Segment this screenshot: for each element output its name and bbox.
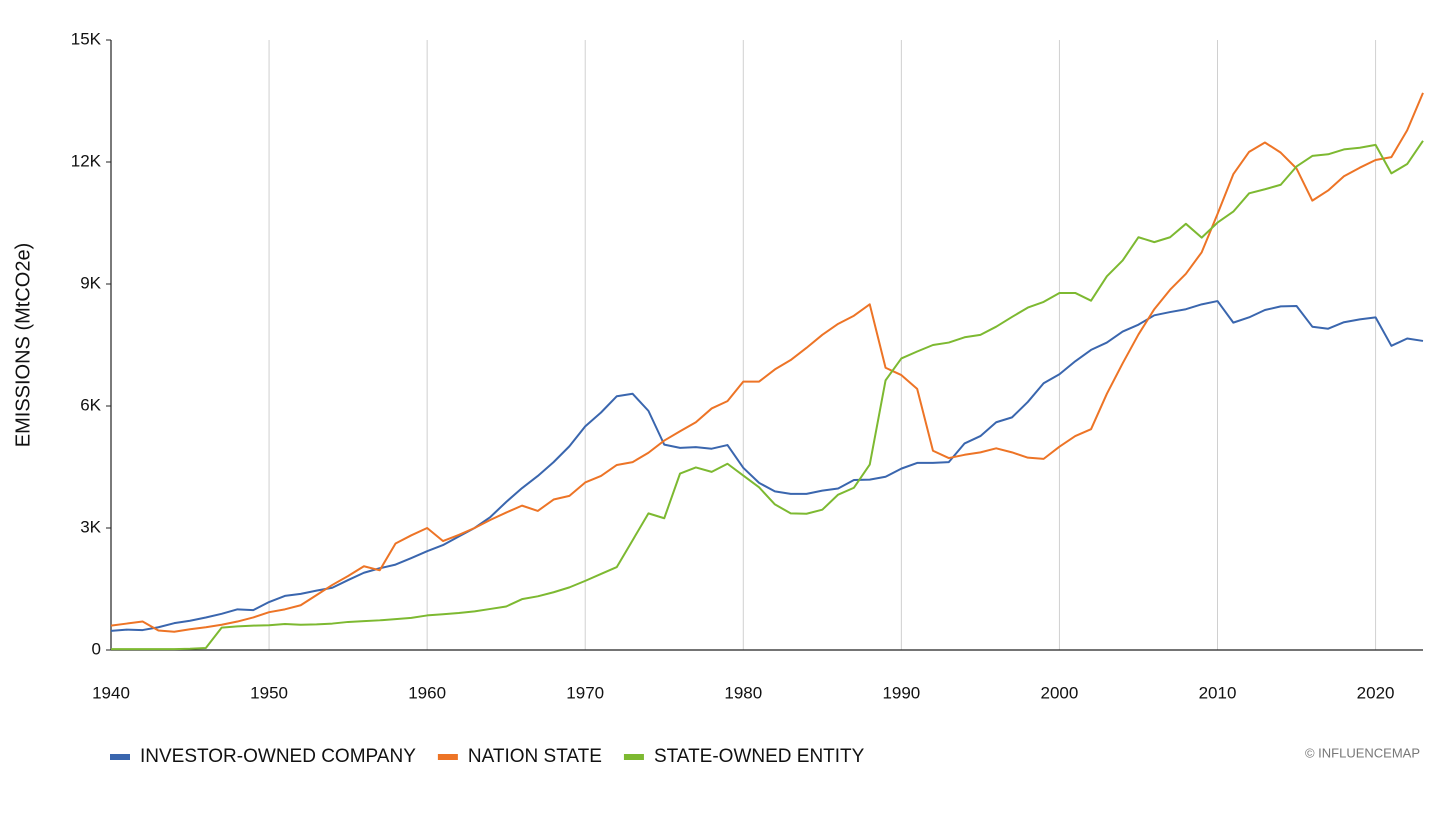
y-tick-label: 12K (71, 151, 102, 170)
x-tick-label: 1960 (408, 683, 446, 702)
x-tick-label: 2000 (1041, 683, 1079, 702)
y-tick-label: 9K (80, 273, 101, 292)
legend-label: INVESTOR-OWNED COMPANY (140, 746, 416, 767)
x-tick-label: 1940 (92, 683, 130, 702)
x-tick-label: 1950 (250, 683, 288, 702)
credit: © INFLUENCEMAP (1305, 745, 1420, 760)
x-tick-label: 2010 (1199, 683, 1237, 702)
legend-swatch (437, 754, 458, 760)
x-tick-label: 1970 (566, 683, 604, 702)
x-tick-label: 1990 (882, 683, 920, 702)
y-tick-label: 15K (71, 29, 102, 48)
x-tick-label: 2020 (1357, 683, 1395, 702)
legend-swatch (110, 754, 130, 760)
legend-label: NATION STATE (468, 746, 602, 767)
x-tick-label: 1980 (724, 683, 762, 702)
legend-swatch (623, 754, 644, 760)
y-axis-label: EMISSIONS (MtCO2e) (12, 243, 34, 447)
series-line (111, 140, 1424, 651)
legend-label: STATE-OWNED ENTITY (654, 746, 865, 767)
series-line (110, 300, 1424, 632)
series-line (110, 92, 1424, 633)
y-tick-label: 0 (92, 639, 101, 658)
y-tick-label: 6K (80, 395, 101, 414)
y-tick-label: 3K (80, 517, 101, 536)
